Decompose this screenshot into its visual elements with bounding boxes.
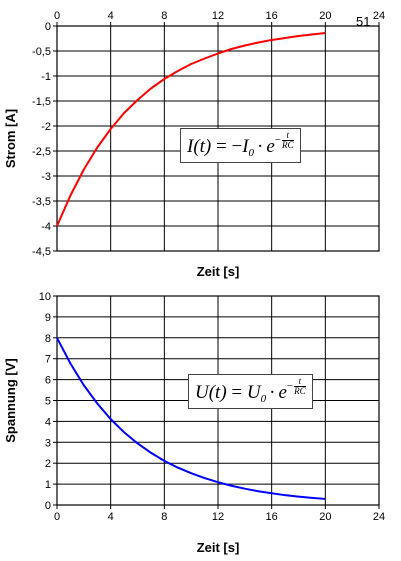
y-tick-label: -1	[41, 71, 51, 83]
formula-sub: 0	[260, 393, 267, 406]
x-tick-label: 8	[161, 10, 167, 22]
y-tick-label: 7	[45, 354, 51, 366]
x-tick-label: 16	[266, 511, 278, 523]
formula-exponent: − t RC	[287, 377, 306, 396]
y-tick-label: 0	[45, 21, 51, 33]
y-tick-label: -4	[41, 221, 51, 233]
formula-equals: =	[211, 136, 232, 158]
formula-base: e	[278, 382, 287, 404]
plot-frame	[56, 295, 380, 506]
page-number: 51	[356, 14, 371, 29]
y-tick-label: 3	[45, 437, 51, 449]
x-tick-label: 12	[212, 10, 224, 22]
y-tick-label: 2	[45, 458, 51, 470]
exp-fraction: t RC	[282, 131, 294, 150]
formula-var: I	[242, 136, 249, 158]
x-tick-label: 24	[373, 511, 385, 523]
y-tick-label: 0	[45, 500, 51, 512]
current-formula: I(t) = −I0 · e− t RC	[180, 128, 301, 164]
y-tick-label: 10	[39, 291, 51, 303]
y-tick-label: -1,5	[32, 96, 51, 108]
x-tick-label: 12	[212, 511, 224, 523]
x-tick-label: 0	[54, 10, 60, 22]
y-axis-label: Strom [A]	[3, 109, 18, 168]
exp-fraction: t RC	[294, 377, 306, 396]
y-tick-label: 1	[45, 479, 51, 491]
voltage-formula: U(t) = U0 · e− t RC	[188, 374, 313, 410]
x-tick-label: 8	[161, 511, 167, 523]
formula-equals: =	[226, 382, 247, 404]
formula-minus: −	[231, 136, 243, 158]
x-axis-label: Zeit [s]	[197, 264, 240, 279]
formula-dot: ·	[257, 136, 264, 158]
x-tick-label: 24	[373, 10, 385, 22]
series-line	[56, 32, 326, 227]
x-tick-label: 20	[319, 10, 331, 22]
y-tick-label: -4,5	[32, 246, 51, 258]
exp-sign: −	[274, 134, 282, 147]
y-tick-label: 4	[45, 416, 51, 428]
x-tick-label: 0	[54, 511, 60, 523]
current-chart: 0 -0,5 -1 -1,5 -2 -2,5 -3 -3,5 -4 -4,5 0 4 8 12 16 20 24…	[3, 10, 385, 279]
x-tick-label: 4	[108, 511, 114, 523]
y-tick-label: -2	[41, 121, 51, 133]
exp-den: RC	[294, 386, 306, 396]
exp-den: RC	[282, 140, 294, 150]
y-tick-label: -3,5	[32, 196, 51, 208]
x-axis-label: Zeit [s]	[197, 540, 240, 555]
y-tick-label: 9	[45, 312, 51, 324]
x-tick-label: 16	[266, 10, 278, 22]
formula-dot: ·	[269, 382, 276, 404]
formula-sub: 0	[248, 147, 255, 160]
formula-var: U	[246, 382, 261, 404]
exp-sign: −	[286, 380, 294, 393]
y-tick-label: -3	[41, 171, 51, 183]
exp-num: t	[282, 131, 294, 141]
y-tick-label: -0,5	[32, 46, 51, 58]
plot-frame	[56, 25, 380, 252]
formula-base: e	[266, 136, 275, 158]
y-axis-label: Spannung [V]	[3, 358, 18, 443]
exp-num: t	[294, 377, 306, 387]
y-tick-label: 5	[45, 396, 51, 408]
series-line	[56, 337, 326, 500]
x-tick-label: 20	[319, 511, 331, 523]
y-tick-label: 6	[45, 375, 51, 387]
formula-exponent: − t RC	[275, 131, 294, 150]
formula-lhs: U(t)	[195, 382, 227, 404]
formula-lhs: I(t)	[187, 136, 212, 158]
y-tick-label: -2,5	[32, 146, 51, 158]
x-tick-label: 4	[108, 10, 114, 22]
y-tick-label: 8	[45, 333, 51, 345]
